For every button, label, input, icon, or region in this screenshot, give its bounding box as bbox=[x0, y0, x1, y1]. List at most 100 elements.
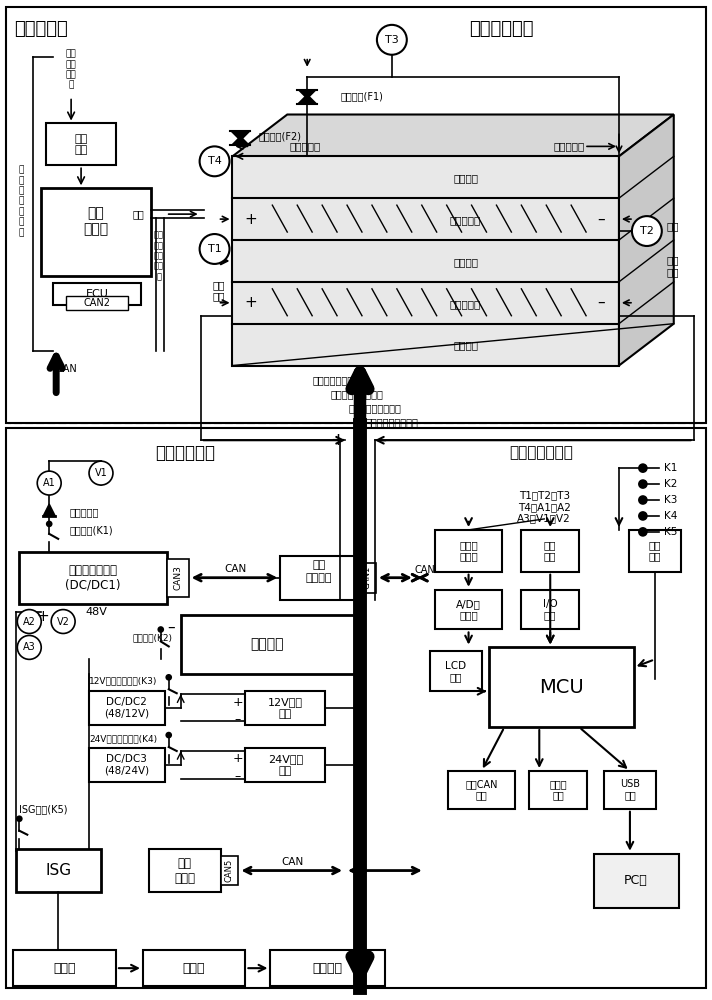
Circle shape bbox=[199, 146, 229, 176]
Text: V2: V2 bbox=[57, 617, 70, 627]
Polygon shape bbox=[43, 504, 55, 516]
Bar bbox=[448, 771, 515, 809]
Text: 尾气: 尾气 bbox=[133, 209, 145, 219]
Text: 大气: 大气 bbox=[666, 221, 679, 231]
Text: ISG开关(K5): ISG开关(K5) bbox=[19, 804, 68, 814]
Bar bbox=[46, 123, 116, 165]
Text: 离合器: 离合器 bbox=[53, 962, 75, 975]
Text: 冷
却
水
出
口
管
道: 冷 却 水 出 口 管 道 bbox=[19, 165, 24, 237]
Text: –: – bbox=[167, 620, 174, 635]
Text: CAN: CAN bbox=[281, 857, 303, 867]
Text: 电机
控制器: 电机 控制器 bbox=[174, 857, 195, 885]
Polygon shape bbox=[297, 90, 317, 100]
Circle shape bbox=[17, 816, 22, 821]
Text: CAN: CAN bbox=[415, 565, 436, 575]
Text: CAN2: CAN2 bbox=[83, 298, 110, 308]
Circle shape bbox=[639, 528, 647, 536]
Text: 12V车载电器开关(K3): 12V车载电器开关(K3) bbox=[89, 677, 157, 686]
Text: K3: K3 bbox=[664, 495, 677, 505]
Text: 第二集热箱: 第二集热箱 bbox=[450, 299, 481, 309]
Text: 变速器: 变速器 bbox=[182, 962, 205, 975]
Text: 电源
模块: 电源 模块 bbox=[649, 540, 661, 562]
Text: I/O
模块: I/O 模块 bbox=[543, 599, 557, 620]
Text: 冷却水出口: 冷却水出口 bbox=[290, 141, 321, 151]
Text: –: – bbox=[234, 713, 241, 726]
Bar bbox=[6, 428, 706, 988]
Bar bbox=[529, 771, 587, 809]
Text: 电池开关(K2): 电池开关(K2) bbox=[133, 633, 173, 642]
Bar bbox=[167, 559, 189, 597]
Text: K1: K1 bbox=[664, 463, 677, 473]
Bar bbox=[604, 771, 656, 809]
Text: 第一CAN
模块: 第一CAN 模块 bbox=[465, 779, 498, 801]
Circle shape bbox=[639, 480, 647, 488]
Text: 第一热电转换模块组: 第一热电转换模块组 bbox=[312, 375, 365, 385]
Bar bbox=[246, 691, 325, 725]
Bar bbox=[16, 849, 101, 892]
Bar bbox=[246, 748, 325, 782]
Text: +: + bbox=[232, 752, 243, 765]
Polygon shape bbox=[231, 131, 251, 141]
Text: 24V车载
电器: 24V车载 电器 bbox=[268, 754, 303, 776]
Text: 防反二极管: 防反二极管 bbox=[69, 507, 98, 517]
Polygon shape bbox=[233, 115, 674, 156]
Text: 24V车载电器开关(K4): 24V车载电器开关(K4) bbox=[89, 735, 157, 744]
Text: CAN5: CAN5 bbox=[225, 859, 234, 882]
Bar bbox=[89, 748, 164, 782]
Text: 看门狗
电路: 看门狗 电路 bbox=[550, 779, 567, 801]
Text: –: – bbox=[234, 770, 241, 783]
Text: T1: T1 bbox=[208, 244, 221, 254]
Text: A1: A1 bbox=[43, 478, 56, 488]
Text: CAN: CAN bbox=[224, 564, 246, 574]
Text: 第三热电转换模块组: 第三热电转换模块组 bbox=[348, 403, 401, 413]
Bar bbox=[435, 530, 503, 572]
Bar bbox=[425, 433, 701, 986]
Bar bbox=[41, 188, 151, 276]
Bar bbox=[221, 856, 239, 885]
Polygon shape bbox=[619, 115, 674, 366]
Bar bbox=[149, 849, 221, 892]
Text: LCD
模块: LCD 模块 bbox=[445, 661, 466, 682]
Circle shape bbox=[37, 471, 61, 495]
Text: ISG: ISG bbox=[45, 863, 71, 878]
Circle shape bbox=[158, 627, 163, 632]
Circle shape bbox=[639, 512, 647, 520]
Text: CAN: CAN bbox=[56, 364, 77, 374]
Bar bbox=[53, 283, 141, 305]
Text: –: – bbox=[377, 431, 387, 449]
Circle shape bbox=[639, 464, 647, 472]
Text: 第二热电转换模块组: 第二热电转换模块组 bbox=[330, 389, 383, 399]
Bar bbox=[281, 556, 358, 600]
Bar bbox=[9, 433, 420, 986]
Bar bbox=[358, 563, 376, 593]
Bar bbox=[6, 7, 706, 423]
Text: 48V: 48V bbox=[85, 607, 107, 617]
Text: 传动系统: 传动系统 bbox=[312, 962, 342, 975]
Bar bbox=[430, 651, 481, 691]
Circle shape bbox=[632, 216, 661, 246]
Text: 电池: 电池 bbox=[313, 560, 326, 570]
Text: CAN3: CAN3 bbox=[173, 565, 182, 590]
Text: 负载开关(K1): 负载开关(K1) bbox=[69, 525, 112, 535]
Bar bbox=[66, 296, 128, 310]
Circle shape bbox=[89, 461, 113, 485]
Bar bbox=[435, 590, 503, 629]
Bar bbox=[181, 615, 355, 674]
Text: T1、T2、T3
T4、A1、A2
A3、V1、V2: T1、T2、T3 T4、A1、A2 A3、V1、V2 bbox=[518, 490, 571, 524]
Text: T2: T2 bbox=[640, 226, 654, 236]
Circle shape bbox=[17, 635, 41, 659]
Text: 热电转换单元: 热电转换单元 bbox=[469, 20, 534, 38]
Text: 驱动
电路: 驱动 电路 bbox=[544, 540, 557, 562]
Circle shape bbox=[47, 521, 52, 526]
Bar bbox=[14, 950, 116, 986]
Bar bbox=[521, 530, 579, 572]
Text: 输出储能单元: 输出储能单元 bbox=[156, 444, 216, 462]
Circle shape bbox=[51, 610, 75, 633]
Text: CAN1: CAN1 bbox=[362, 566, 372, 589]
Circle shape bbox=[166, 675, 171, 680]
Circle shape bbox=[17, 610, 41, 633]
Text: 发动机单元: 发动机单元 bbox=[14, 20, 68, 38]
Text: 冷却
水入
口管
道: 冷却 水入 口管 道 bbox=[66, 50, 76, 90]
Text: T4: T4 bbox=[208, 156, 221, 166]
Text: –: – bbox=[597, 212, 605, 227]
